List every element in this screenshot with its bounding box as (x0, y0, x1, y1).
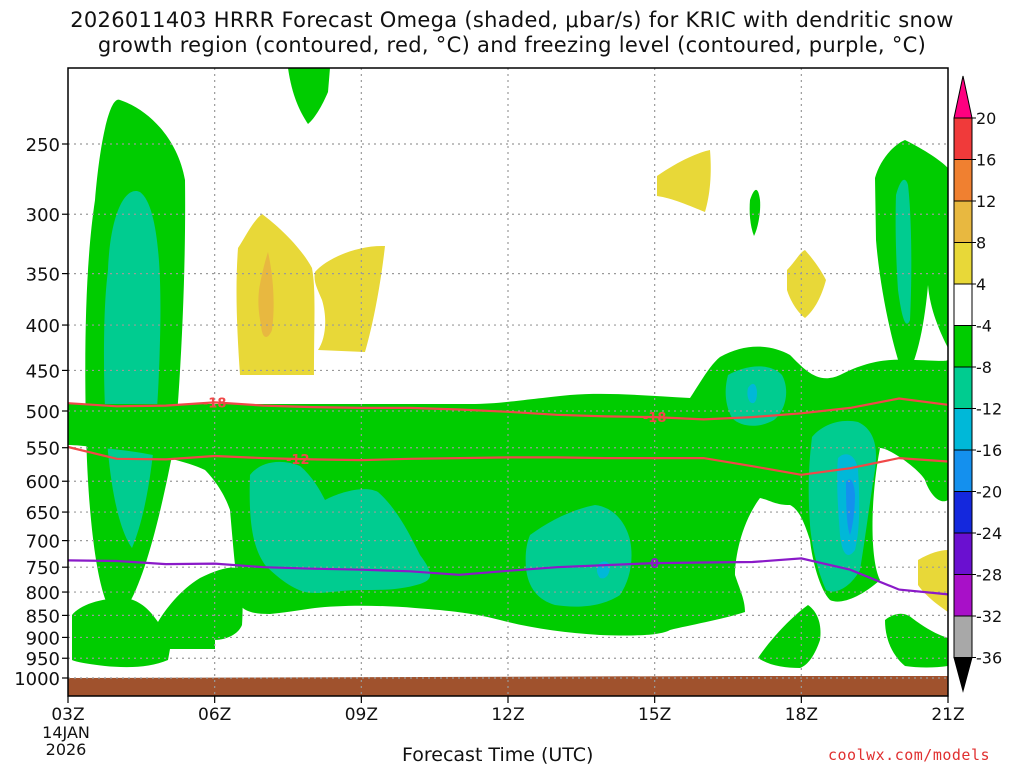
y-tick-label: 800 (26, 583, 60, 604)
colorbar-swatch (953, 200, 973, 243)
colorbar-swatch (953, 117, 973, 160)
colorbar-label: -20 (976, 483, 1002, 502)
y-tick-label: 950 (26, 649, 60, 670)
colorbar-label: 20 (976, 109, 996, 128)
freezing-level-contour (67, 557, 949, 596)
omega-region-right-column (875, 140, 948, 380)
omega-region-yellow-2 (314, 245, 385, 352)
y-tick-label: 450 (26, 361, 60, 382)
colorbar: 20 16 12 8 4 -4 -8 -12 -16 -20 -24 -28 -32 -36 (953, 75, 1002, 693)
colorbar-swatch (953, 242, 973, 285)
omega-region-cyan-tiny (747, 383, 757, 404)
y-tick-label: 400 (26, 316, 60, 337)
contour-lines: -18 -18 -12 0 (67, 396, 949, 596)
y-tick-label: 500 (26, 402, 60, 423)
colorbar-label: 8 (976, 234, 986, 253)
colorbar-cap-bottom (953, 657, 973, 693)
x-tick-label: 09Z (345, 705, 378, 725)
colorbar-label: -8 (976, 358, 992, 377)
colorbar-label: 4 (976, 275, 986, 294)
x-date-label: 2026 (46, 740, 87, 759)
x-date-label: 14JAN (42, 723, 90, 742)
colorbar-label: -12 (976, 400, 1002, 419)
contour-label: -18 (643, 411, 667, 426)
y-tick-label: 650 (26, 503, 60, 524)
contour-label: -18 (203, 396, 227, 411)
omega-region-yellow-3 (657, 150, 711, 212)
colorbar-swatch (953, 574, 973, 617)
colorbar-cap-top (953, 75, 973, 119)
y-tick-label: 850 (26, 606, 60, 627)
x-tick-label: 06Z (198, 705, 231, 725)
colorbar-swatch (953, 159, 973, 202)
omega-region-mid-cyan-2 (525, 505, 632, 607)
y-tick-label: 550 (26, 439, 60, 460)
omega-region-lower-left-1 (72, 567, 243, 668)
y-tick-label: 600 (26, 472, 60, 493)
x-axis-label: Forecast Time (UTC) (402, 744, 594, 766)
colorbar-swatch (953, 491, 973, 534)
omega-region-top-tongue (288, 68, 330, 124)
colorbar-swatch (953, 615, 973, 658)
y-tick-label: 900 (26, 628, 60, 649)
omega-region-orange-core (258, 252, 274, 337)
y-tick-label: 1000 (14, 669, 60, 690)
colorbar-label: 12 (976, 192, 996, 211)
axes: 2503003504004505005506006507007508008509… (14, 67, 965, 759)
y-tick-label: 350 (26, 265, 60, 286)
dendritic-contour (67, 397, 949, 421)
omega-region-yellow-5 (918, 550, 948, 612)
omega-region-right-core (895, 179, 912, 324)
contour-label: 0 (650, 557, 659, 572)
y-tick-label: 750 (26, 558, 60, 579)
dendritic-contour (67, 445, 949, 476)
colorbar-label: -32 (976, 607, 1002, 626)
colorbar-swatch (953, 366, 973, 409)
x-tick-label: 18Z (785, 705, 818, 725)
colorbar-label: -36 (976, 649, 1002, 668)
source-credit: coolwx.com/models (828, 746, 991, 764)
omega-region-yellow-1 (236, 214, 315, 375)
x-tick-label: 15Z (638, 705, 671, 725)
chart-title-line-2: growth region (contoured, red, °C) and f… (97, 33, 927, 57)
colorbar-label: -4 (976, 317, 992, 336)
x-tick-label: 21Z (931, 705, 964, 725)
colorbar-swatch (953, 449, 973, 492)
colorbar-swatch (953, 325, 973, 368)
colorbar-label: 16 (976, 151, 996, 170)
colorbar-label: -16 (976, 441, 1002, 460)
omega-region-lower-right-2 (885, 613, 948, 668)
omega-region-yellow-4 (787, 250, 826, 318)
y-tick-label: 700 (26, 532, 60, 553)
colorbar-label: -24 (976, 524, 1002, 543)
omega-region-lower-right-1 (758, 605, 821, 668)
x-tick-label: 12Z (491, 705, 524, 725)
colorbar-swatch (953, 408, 973, 451)
omega-region-right-deepblue (846, 479, 855, 535)
x-tick-label: 03Z (51, 705, 84, 725)
chart-title-line-1: 2026011403 HRRR Forecast Omega (shaded, … (70, 8, 954, 32)
colorbar-label: -28 (976, 566, 1002, 585)
colorbar-swatch (953, 532, 973, 575)
y-tick-label: 300 (26, 205, 60, 226)
y-tick-label: 250 (26, 135, 60, 156)
grid-lines (68, 68, 948, 696)
omega-region-mid-cyan-1 (249, 461, 431, 593)
colorbar-swatch (953, 283, 973, 326)
omega-region-green-sliver (749, 189, 761, 236)
contour-label: -12 (286, 453, 310, 468)
